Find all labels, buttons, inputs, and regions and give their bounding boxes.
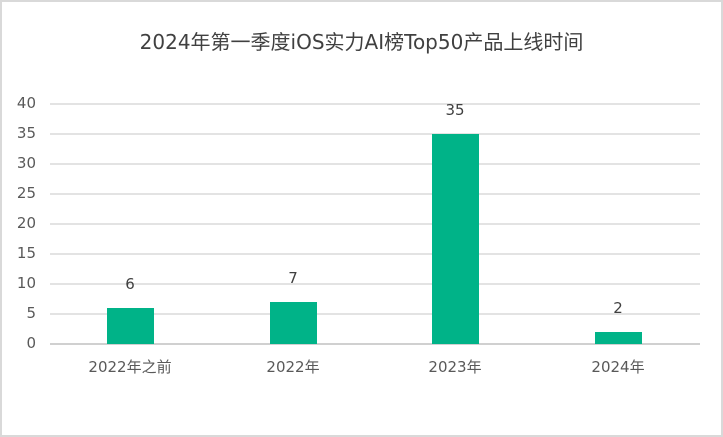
x-tick-label: 2023年 [428,358,482,376]
gridline [50,133,700,135]
gridline [50,253,700,255]
y-tick-label: 25 [16,184,36,202]
bar[interactable] [431,134,479,344]
chart-title: 2024年第一季度iOS实力AI榜Top50产品上线时间 [139,30,584,54]
x-tick-label: 2024年 [591,358,645,376]
x-tick-label: 2022年 [266,358,320,376]
gridline [50,283,700,285]
bar[interactable] [269,302,317,344]
data-label: 2 [613,299,623,317]
gridline [50,103,700,105]
gridline [50,313,700,315]
x-tick-label: 2022年之前 [88,358,172,376]
y-tick-label: 30 [16,154,36,172]
y-tick-label: 10 [16,274,36,292]
x-axis-line [50,343,700,345]
bar[interactable] [594,332,642,344]
data-label: 6 [125,275,135,293]
bar[interactable] [106,308,154,344]
y-tick-label: 20 [16,214,36,232]
y-tick-label: 35 [16,124,36,142]
y-tick-label: 5 [26,304,36,322]
gridline [50,223,700,225]
y-tick-label: 40 [16,94,36,112]
y-tick-label: 15 [16,244,36,262]
y-tick-label: 0 [26,334,36,352]
data-label: 35 [445,101,465,119]
gridline [50,193,700,195]
gridline [50,163,700,165]
data-label: 7 [288,269,298,287]
